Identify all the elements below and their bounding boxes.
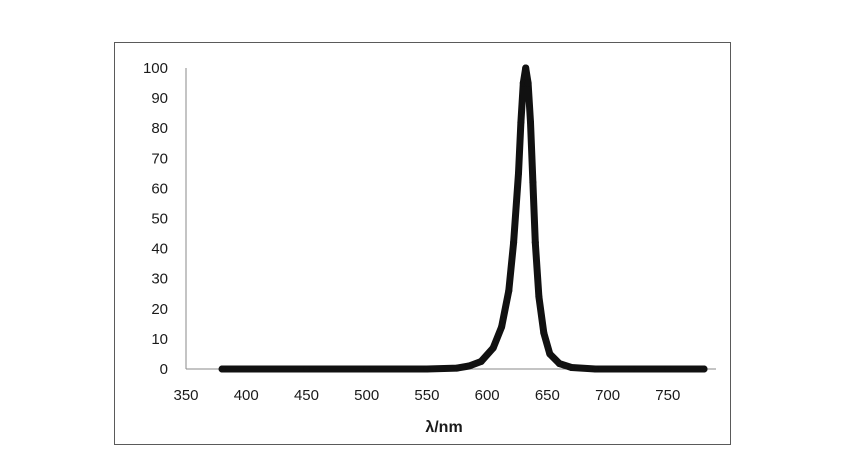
data-point: [363, 365, 371, 373]
x-tick-label: 650: [535, 387, 560, 404]
y-tick-label: 0: [160, 361, 168, 378]
y-tick-label: 80: [151, 120, 168, 137]
data-point: [592, 365, 599, 373]
x-tick-labels: 350 400 450 500 550 600 650 700 750: [173, 387, 680, 404]
data-point: [510, 239, 518, 247]
y-tick-label: 10: [151, 331, 168, 348]
data-point: [546, 350, 554, 358]
x-tick-label: 600: [475, 387, 500, 404]
data-point: [423, 365, 431, 373]
data-point: [529, 178, 537, 186]
data-point: [664, 365, 672, 373]
data-point: [465, 362, 473, 370]
data-point: [515, 169, 522, 177]
y-tick-labels: 0 10 20 30 40 50 60 70 80 90 100: [143, 60, 168, 378]
y-tick-label: 30: [151, 271, 168, 288]
x-axis-title: λ/nm: [425, 419, 462, 436]
data-point: [524, 79, 532, 87]
data-point: [555, 360, 563, 368]
data-point: [522, 64, 530, 72]
data-point: [540, 329, 548, 337]
data-point: [628, 365, 636, 373]
x-tick-label: 500: [354, 387, 379, 404]
data-point: [453, 364, 461, 372]
y-tick-label: 40: [151, 241, 168, 258]
data-point: [505, 287, 513, 295]
x-tick-label: 750: [655, 387, 680, 404]
y-tick-label: 20: [151, 301, 168, 318]
x-tick-label: 350: [173, 387, 198, 404]
x-tick-label: 700: [595, 387, 620, 404]
y-tick-label: 50: [151, 211, 168, 228]
y-tick-label: 100: [143, 60, 168, 77]
data-point: [517, 118, 525, 126]
data-point: [519, 79, 527, 87]
data-point: [489, 344, 497, 352]
chart-frame: [114, 42, 731, 445]
series-line: [218, 64, 708, 373]
data-point: [218, 365, 226, 373]
data-point: [700, 365, 708, 373]
data-point: [498, 323, 506, 331]
y-tick-label: 90: [151, 90, 168, 107]
y-tick-label: 70: [151, 150, 168, 167]
x-tick-label: 400: [234, 387, 259, 404]
y-tick-label: 60: [151, 180, 168, 197]
data-point: [477, 358, 485, 365]
x-tick-label: 450: [294, 387, 319, 404]
data-point: [535, 293, 543, 301]
data-point: [531, 239, 539, 247]
data-point: [527, 118, 534, 126]
data-point: [303, 365, 310, 373]
data-points: [218, 64, 708, 373]
x-tick-label: 550: [414, 387, 439, 404]
data-point: [568, 364, 575, 371]
